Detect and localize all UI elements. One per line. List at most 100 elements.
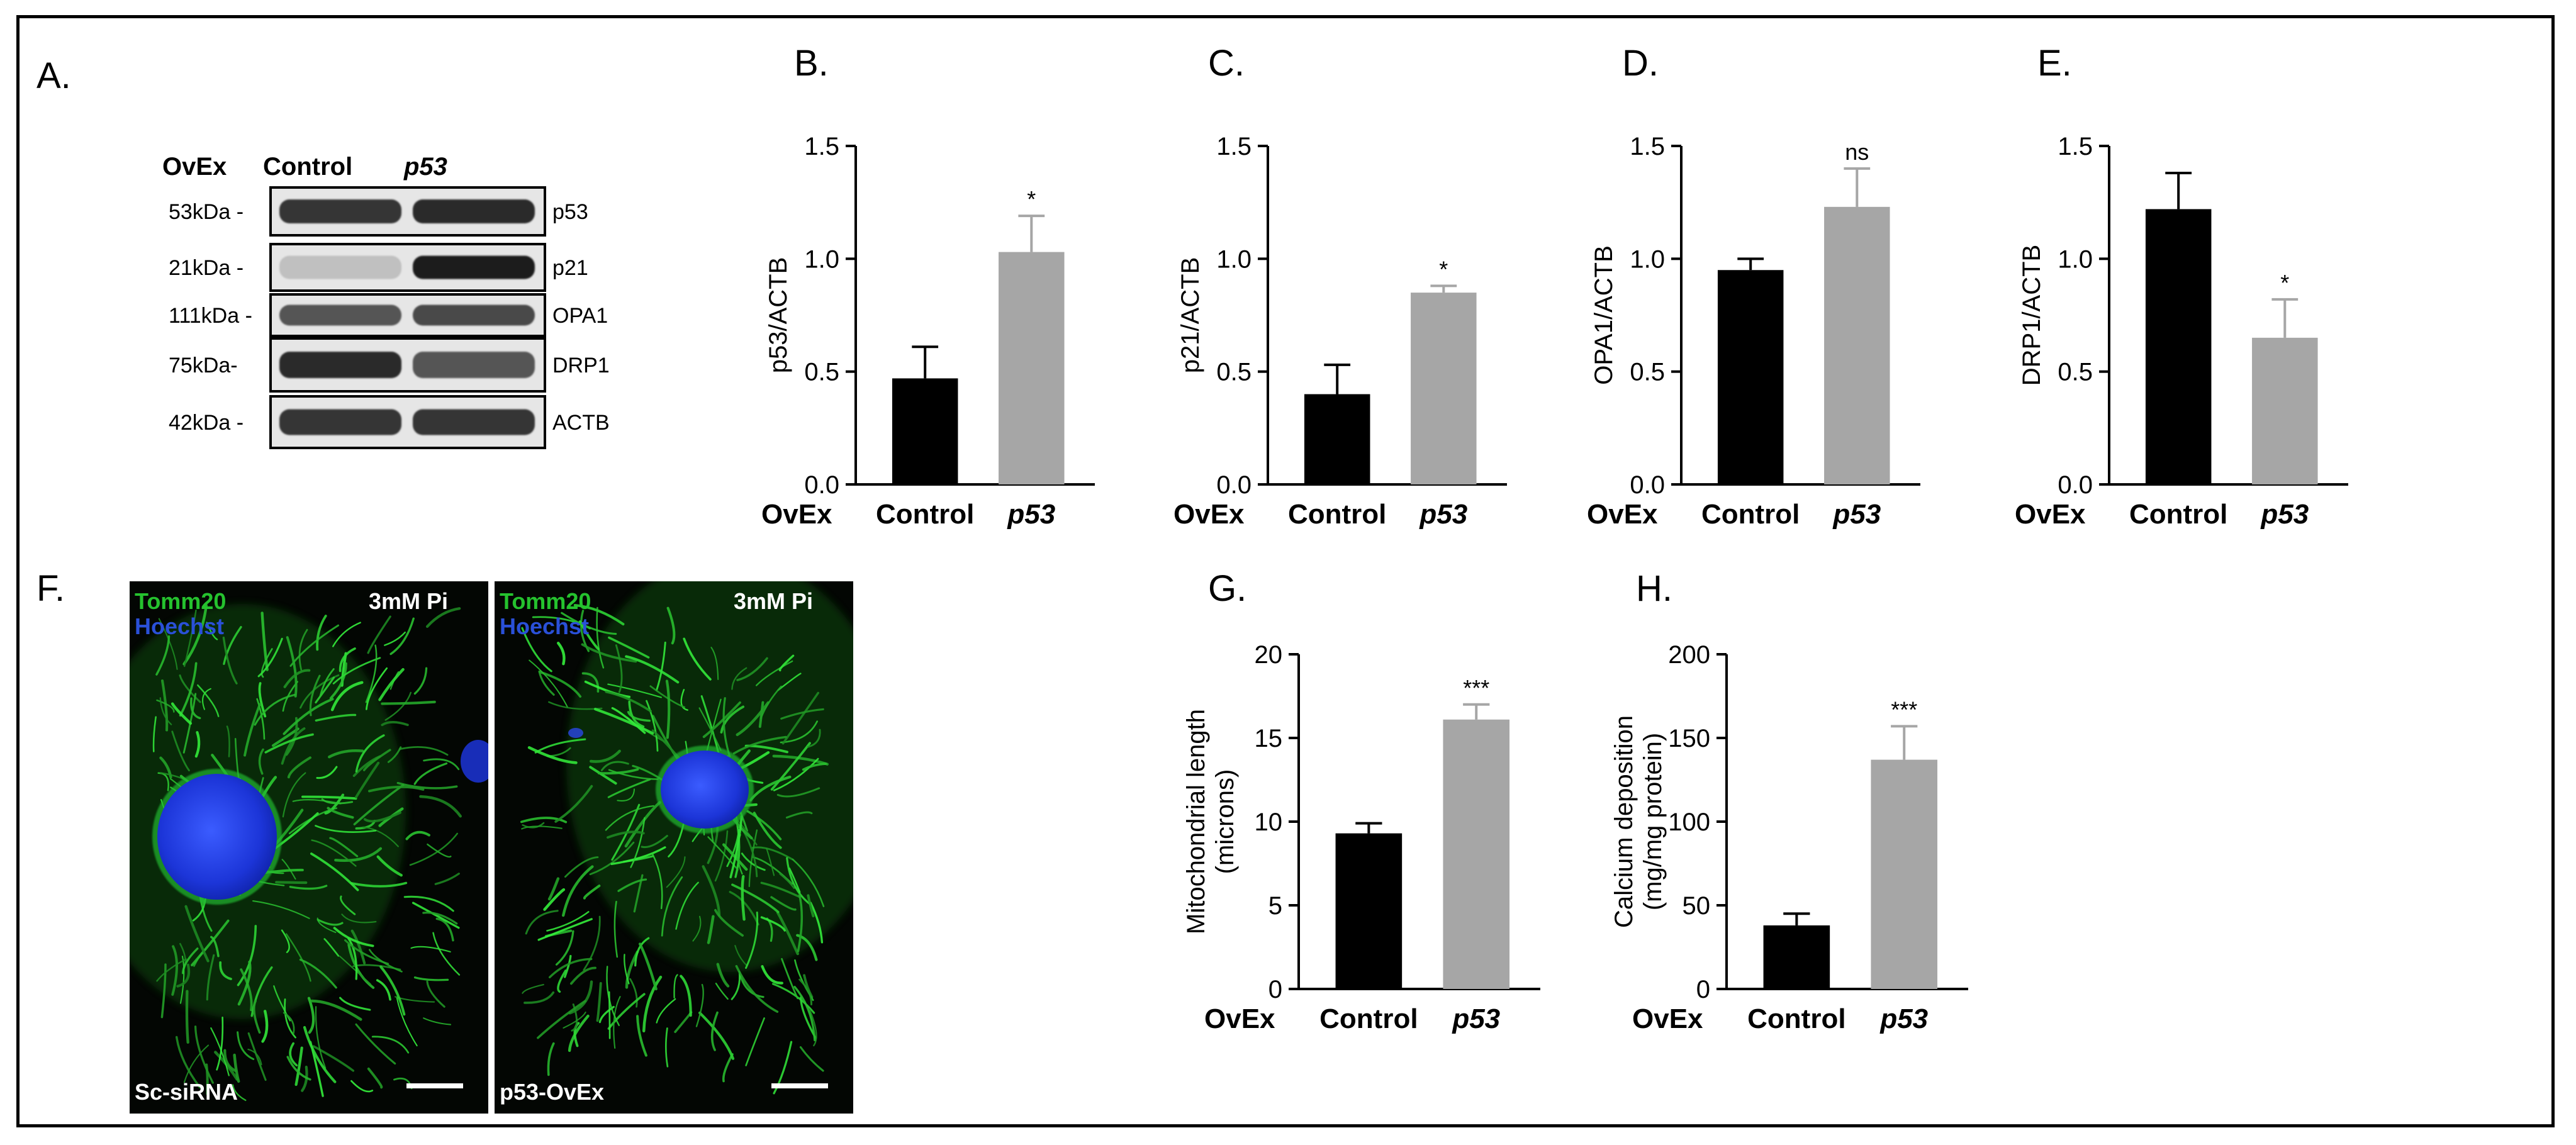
panel-label-h: H. [1636,568,1672,609]
blot-col-control: Control [263,153,352,181]
significance-marker: *** [1463,675,1489,701]
panel-label-b: B. [794,43,829,84]
y-tick-label: 0.0 [1216,471,1252,499]
condition-label: 3mM Pi [734,588,813,614]
mitochondrial-network [130,604,488,1102]
western-blot: OvEx Control p53 53kDa - p53 21kDa - p21 111… [162,153,610,449]
condition-label: 3mM Pi [369,588,448,614]
band-control [279,352,401,378]
blot-mw-label: 75kDa- [169,354,238,377]
group-label: OvEx [2015,499,2086,530]
chart-b: 0.0 0.5 1.0 1.5 p53/ACTB Control * p53 OvEx [761,133,1095,530]
nucleus-partial [461,740,488,783]
bar-control [1763,925,1830,989]
band-control [279,255,401,279]
blot-mw-label: 42kDa - [169,411,244,435]
scale-bar [771,1083,828,1088]
blot-protein-label: ACTB [552,411,610,435]
y-tick-label: 1.5 [804,133,839,160]
figure-border [16,15,2555,1127]
y-tick-label: 15 [1255,725,1283,752]
panel-label-d: D. [1622,43,1659,84]
category-label: Control [1747,1003,1845,1034]
band-p53 [413,304,535,326]
y-tick-label: 150 [1668,725,1710,752]
bar-p53 [999,252,1065,484]
blot-col-p53: p53 [403,153,447,181]
bar-p53 [2252,337,2318,484]
y-tick-label: 10 [1255,808,1283,836]
band-p53 [413,255,535,279]
group-label: OvEx [761,499,832,530]
y-axis-label: DRP1/ACTB [2018,245,2046,386]
nucleus [661,751,749,829]
category-label: p53 [2260,499,2309,530]
bar-control [892,378,958,484]
mitochondrial-network [520,581,853,1095]
y-tick-label: 0 [1268,976,1282,1003]
y-tick-label: 0 [1696,976,1710,1003]
y-tick-label: 1.0 [1630,245,1665,273]
blot-mw-label: 111kDa - [169,304,252,328]
y-tick-label: 1.0 [1216,245,1252,273]
stain-label-tomm20: Tomm20 [500,588,591,614]
blot-protein-label: p53 [552,200,588,224]
bar-control [1717,270,1784,484]
category-label: Control [1288,499,1386,530]
group-label: OvEx [1173,499,1245,530]
y-tick-label: 0.0 [1630,471,1665,499]
bar-p53 [1411,293,1477,484]
chart-e: 0.0 0.5 1.0 1.5 DRP1/ACTB Control * p53 OvEx [2015,133,2348,530]
bar-control [1335,833,1403,989]
blot-mw-label: 53kDa - [169,200,244,224]
y-tick-label: 200 [1668,641,1710,669]
bar-p53 [1443,719,1510,989]
category-label: p53 [1007,499,1055,530]
y-tick-label: 1.5 [1630,133,1665,160]
y-tick-label: 0.5 [804,359,839,386]
panel-label-a: A. [36,55,71,96]
y-axis-label: Calcium deposition [1610,715,1638,928]
y-tick-label: 1.5 [1216,133,1252,160]
y-axis-label-units: (microns) [1211,769,1239,874]
scale-bar [406,1083,463,1088]
micrograph-condition-name: Sc-siRNA [135,1079,238,1105]
significance-marker: * [2280,270,2289,296]
nucleus [157,774,277,900]
y-tick-label: 1.0 [804,245,839,273]
panel-label-g: G. [1208,568,1246,609]
group-label: OvEx [1204,1003,1275,1034]
y-tick-label: 0.5 [2058,359,2093,386]
blot-row-p53: 53kDa - p53 [169,186,588,237]
micrograph-condition-name: p53-OvEx [500,1079,604,1105]
bar-charts: 0.00.51.01.5p53/ACTBControl*p53OvEx0.00.… [761,133,2348,1034]
y-axis-label: OPA1/ACTB [1590,245,1618,385]
stain-label-tomm20: Tomm20 [135,588,226,614]
category-label: p53 [1832,499,1881,530]
category-label: p53 [1879,1003,1928,1034]
chart-h: 0 50 100 150 200 Calcium deposition (mg/mg pro… [1610,641,1968,1034]
significance-marker: * [1027,186,1036,212]
significance-marker: ns [1845,139,1869,165]
band-control [279,304,401,326]
y-tick-label: 50 [1683,892,1711,920]
chart-c: 0.0 0.5 1.0 1.5 p21/ACTB Control * p53 OvEx [1173,133,1507,530]
band-p53 [413,409,535,435]
band-control [279,409,401,435]
y-tick-label: 0.5 [1216,359,1252,386]
band-control [279,199,401,223]
y-axis-label-units: (mg/mg protein) [1639,733,1667,910]
bar-p53 [1871,759,1938,989]
blot-protein-label: DRP1 [552,354,610,377]
category-label: Control [1701,499,1800,530]
category-label: Control [2129,499,2227,530]
blot-group-label: OvEx [162,153,227,181]
y-tick-label: 0.0 [2058,471,2093,499]
y-tick-label: 0.5 [1630,359,1665,386]
bar-control [1304,394,1370,484]
significance-marker: * [1439,256,1448,282]
